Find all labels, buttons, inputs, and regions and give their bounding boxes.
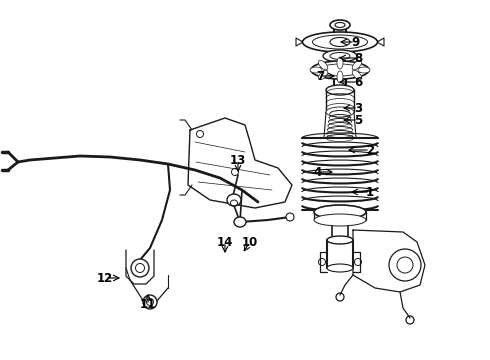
Ellipse shape bbox=[314, 205, 366, 219]
Ellipse shape bbox=[318, 70, 328, 80]
Text: 5: 5 bbox=[354, 113, 362, 126]
Text: 12: 12 bbox=[97, 271, 113, 284]
Ellipse shape bbox=[352, 70, 362, 80]
Ellipse shape bbox=[302, 32, 377, 52]
Text: 4: 4 bbox=[314, 166, 322, 179]
Ellipse shape bbox=[319, 64, 361, 76]
Text: 13: 13 bbox=[230, 153, 246, 166]
Ellipse shape bbox=[330, 20, 350, 30]
Text: 9: 9 bbox=[351, 36, 359, 49]
Ellipse shape bbox=[313, 35, 368, 49]
Ellipse shape bbox=[327, 236, 353, 244]
Text: 10: 10 bbox=[242, 235, 258, 248]
Ellipse shape bbox=[326, 85, 354, 95]
Text: 7: 7 bbox=[316, 69, 324, 82]
Ellipse shape bbox=[335, 23, 345, 27]
Text: 3: 3 bbox=[354, 102, 362, 114]
Ellipse shape bbox=[330, 37, 350, 46]
Ellipse shape bbox=[337, 71, 343, 83]
Ellipse shape bbox=[131, 259, 149, 277]
Ellipse shape bbox=[326, 107, 354, 117]
Ellipse shape bbox=[286, 213, 294, 221]
Ellipse shape bbox=[143, 295, 157, 309]
Text: 1: 1 bbox=[366, 185, 374, 198]
Ellipse shape bbox=[358, 67, 370, 73]
Ellipse shape bbox=[311, 61, 369, 79]
Ellipse shape bbox=[337, 57, 343, 69]
Ellipse shape bbox=[330, 53, 350, 59]
Ellipse shape bbox=[314, 214, 366, 226]
Text: 2: 2 bbox=[366, 144, 374, 157]
Ellipse shape bbox=[318, 60, 328, 70]
Ellipse shape bbox=[327, 264, 353, 272]
Ellipse shape bbox=[323, 50, 357, 62]
Text: 8: 8 bbox=[354, 51, 362, 64]
Text: 6: 6 bbox=[354, 76, 362, 89]
Ellipse shape bbox=[310, 67, 322, 73]
Ellipse shape bbox=[234, 217, 246, 227]
Ellipse shape bbox=[352, 60, 362, 70]
Text: 14: 14 bbox=[217, 235, 233, 248]
Ellipse shape bbox=[227, 194, 241, 206]
Text: 11: 11 bbox=[140, 298, 156, 311]
